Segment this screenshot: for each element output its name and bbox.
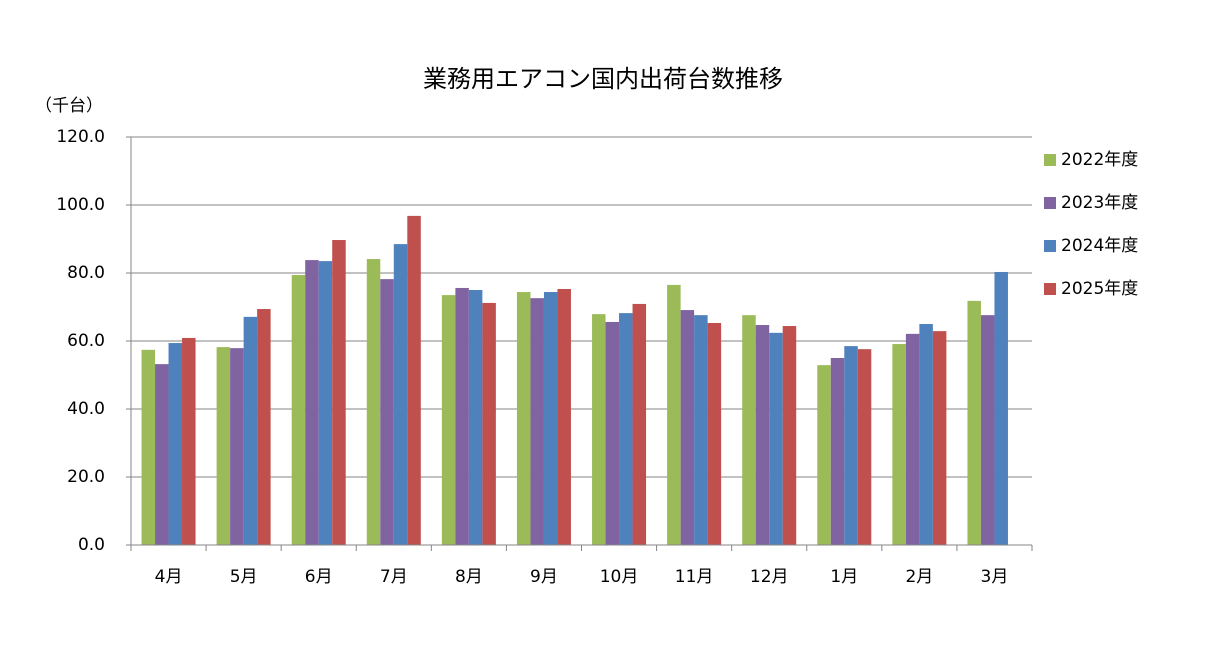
x-tick-label: 3月 — [981, 567, 1009, 587]
bar — [857, 349, 872, 545]
bar — [530, 298, 544, 545]
bar — [141, 349, 156, 545]
x-tick-label: 7月 — [380, 567, 408, 587]
legend-label: 2023年度 — [1061, 193, 1138, 213]
legend-label: 2024年度 — [1061, 236, 1138, 256]
bar — [905, 333, 920, 545]
x-tick-label: 8月 — [455, 567, 483, 587]
legend-swatch — [1044, 283, 1056, 295]
bar — [243, 316, 258, 545]
bar — [257, 309, 271, 545]
bar — [694, 315, 708, 545]
bar — [543, 292, 558, 545]
bar — [366, 259, 381, 545]
bar — [407, 215, 421, 545]
bar — [980, 315, 995, 545]
bar — [516, 292, 531, 545]
bar — [592, 314, 606, 545]
bar — [182, 337, 196, 545]
bar — [605, 321, 620, 545]
y-axis-label: （千台） — [35, 96, 103, 116]
x-tick-label: 10月 — [600, 567, 639, 587]
y-tick-label: 100.0 — [56, 195, 105, 215]
legend-swatch — [1044, 197, 1056, 209]
bar — [755, 325, 770, 545]
bar — [305, 260, 319, 545]
bar — [680, 310, 695, 545]
y-tick-label: 20.0 — [67, 467, 105, 487]
x-tick-label: 11月 — [675, 567, 714, 587]
bar — [919, 324, 933, 545]
bar — [155, 364, 169, 545]
bar — [393, 244, 408, 545]
bar — [318, 261, 333, 545]
bar — [994, 271, 1008, 545]
bar — [468, 290, 483, 545]
bar — [291, 275, 306, 545]
bar — [769, 332, 783, 545]
bar — [216, 347, 231, 545]
bar — [844, 346, 858, 545]
bar — [667, 284, 681, 545]
bar — [817, 365, 831, 545]
x-tick-label: 4月 — [155, 567, 183, 587]
bar — [230, 348, 244, 545]
x-tick-label: 6月 — [305, 567, 333, 587]
legend-swatch — [1044, 154, 1056, 166]
bar — [782, 326, 797, 545]
bar — [441, 295, 456, 545]
bar — [332, 240, 346, 545]
bar — [707, 322, 722, 545]
y-tick-label: 120.0 — [56, 127, 105, 147]
bar — [380, 279, 394, 545]
legend-swatch — [1044, 240, 1056, 252]
bar — [892, 344, 906, 545]
bar — [632, 303, 647, 545]
legend-label: 2025年度 — [1061, 279, 1138, 299]
y-tick-label: 40.0 — [67, 399, 105, 419]
y-tick-label: 80.0 — [67, 263, 105, 283]
bar — [830, 358, 845, 545]
bar — [455, 287, 469, 545]
bar — [967, 300, 981, 545]
legend-label: 2022年度 — [1061, 150, 1138, 170]
bar — [742, 315, 756, 545]
y-tick-label: 60.0 — [67, 331, 105, 351]
bar — [557, 288, 571, 545]
x-tick-label: 9月 — [530, 567, 558, 587]
chart-title: 業務用エアコン国内出荷台数推移 — [423, 65, 783, 93]
y-tick-label: 0.0 — [78, 535, 105, 555]
bar — [168, 343, 183, 545]
x-tick-label: 5月 — [230, 567, 258, 587]
bar — [932, 331, 947, 545]
bar — [482, 302, 496, 545]
x-tick-label: 2月 — [905, 567, 933, 587]
x-tick-label: 1月 — [830, 567, 858, 587]
x-tick-label: 12月 — [750, 567, 789, 587]
bar — [619, 313, 633, 545]
